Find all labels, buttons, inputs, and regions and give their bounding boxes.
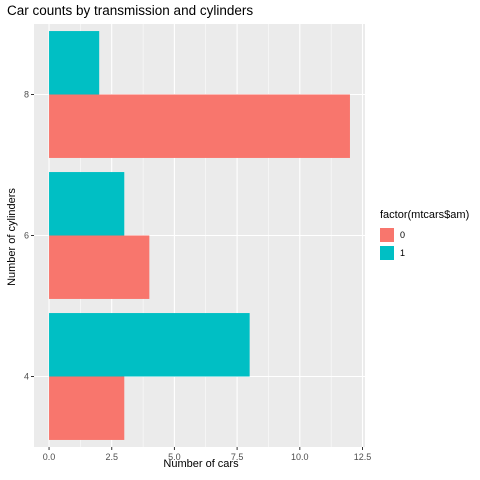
x-tick-label: 5.0 [168,452,181,462]
y-axis-label: Number of cylinders [6,188,18,286]
bar-6cyl-am0 [49,235,150,299]
chart-title: Car counts by transmission and cylinders [7,3,254,18]
x-axis-label: Number of cars [163,458,239,470]
x-tick-label: 12.5 [354,452,372,462]
legend-label-1: 1 [400,248,406,258]
y-tick-label: 4 [24,372,29,382]
bar-6cyl-am1 [49,172,125,236]
y-tick-label: 8 [24,90,29,100]
bars [49,31,350,440]
legend-label-0: 0 [400,230,406,240]
x-tick-label: 10.0 [291,452,309,462]
x-tick-label: 0.0 [43,452,56,462]
x-axis-ticks: 0.0 2.5 5.0 7.5 10.0 12.5 [43,447,371,462]
bar-8cyl-am0 [49,94,350,158]
x-tick-label: 2.5 [105,452,118,462]
bar-4cyl-am0 [49,376,125,440]
legend-key-1 [380,246,394,260]
y-axis-ticks: 4 6 8 [24,90,34,382]
bar-8cyl-am1 [49,31,100,95]
bar-4cyl-am1 [49,313,250,377]
legend-title: factor(mtcars$am) [380,209,470,221]
legend-key-0 [380,228,394,242]
x-tick-label: 7.5 [231,452,244,462]
y-tick-label: 6 [24,231,29,241]
